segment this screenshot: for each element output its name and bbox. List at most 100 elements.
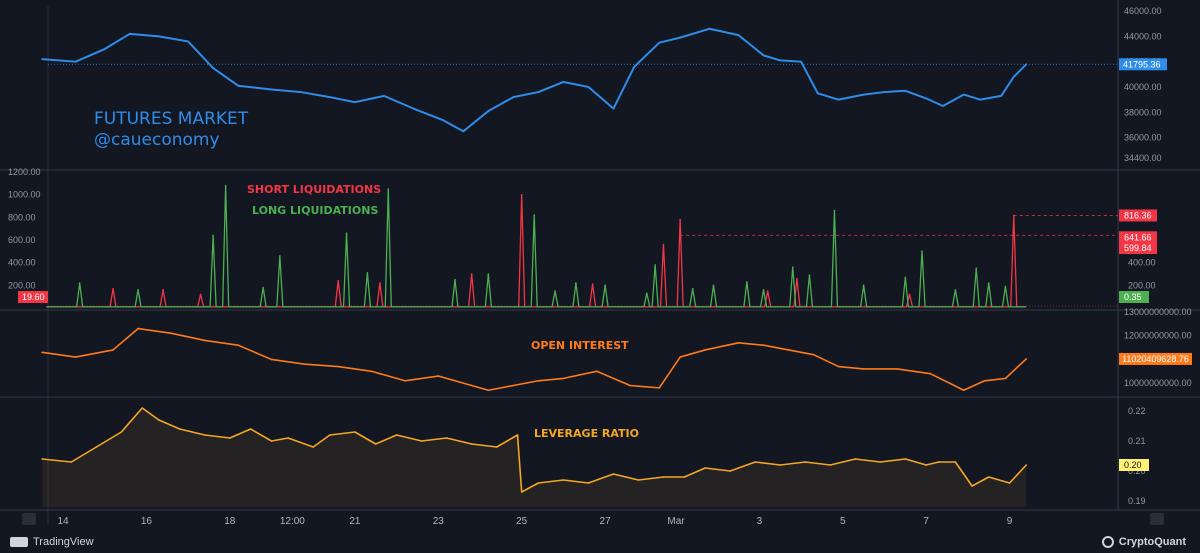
lev-point (971, 485, 973, 487)
liq-spike-1 (279, 255, 281, 257)
oi-point (304, 363, 306, 365)
liq-left-y-tick-4: 400.00 (8, 258, 36, 268)
x-tick-label-0: 14 (57, 516, 69, 527)
lev-point (1008, 482, 1011, 484)
oi-y-tick-0: 13000000000.00 (1124, 307, 1192, 317)
lev-point (141, 407, 144, 409)
liq-spike-1 (954, 289, 957, 291)
legend-short-liquidations: SHORT LIQUIDATIONS (247, 183, 381, 196)
price-point (299, 91, 302, 93)
footer-right: CryptoQuant (1101, 530, 1186, 553)
lev-point (729, 470, 731, 472)
lev-point (249, 428, 252, 430)
oi-last-value-badge (1119, 352, 1192, 365)
cryptoquant-logo-icon (1101, 535, 1114, 548)
liq-spike-1 (575, 282, 577, 284)
oi-point (512, 384, 515, 387)
oi-point (737, 342, 740, 344)
oi-point (112, 349, 114, 351)
liq-spike-1 (862, 284, 865, 287)
price-point (925, 97, 928, 100)
liq-spike-1 (791, 266, 794, 269)
lev-point (329, 434, 331, 436)
lev-point (637, 479, 640, 481)
lev-point (829, 464, 832, 466)
x-tick-label-2: 18 (224, 516, 236, 527)
chart-axes: 14 16 18 12:00 21 23 25 27 Mar 3 5 7 9 46000.00 44000.… (8, 6, 1192, 527)
long-last-label: 0.35 (1124, 292, 1142, 302)
oi-point (1025, 358, 1028, 360)
oi-y-tick-3: 10000000000.00 (1124, 378, 1192, 388)
liq-spike-0 (199, 293, 202, 296)
price-point (800, 60, 802, 63)
lev-point (925, 464, 927, 466)
liq-spike-1 (654, 264, 656, 266)
liq-right-y-tick-1: 200.00 (1128, 280, 1156, 290)
price-point (1012, 75, 1015, 78)
lev-point (95, 446, 98, 448)
footer-left: TradingView (10, 530, 94, 553)
lev-point (587, 482, 590, 484)
price-point (708, 27, 711, 30)
liq-spike-0 (1012, 214, 1015, 217)
price-point (487, 110, 490, 112)
oi-point (462, 382, 465, 384)
cryptoquant-brand: CryptoQuant (1118, 535, 1186, 548)
price-point (941, 105, 944, 107)
price-point (41, 58, 44, 61)
price-series-line (42, 27, 1027, 133)
price-point (837, 98, 840, 101)
liq-series-0 (46, 194, 1027, 308)
price-point (383, 94, 385, 97)
tradingview-brand: TradingView (33, 535, 94, 548)
price-point (158, 35, 160, 38)
oi-point (137, 327, 139, 330)
price-point (979, 98, 982, 101)
x-tick-label-11: 7 (923, 516, 929, 527)
lev-point (495, 446, 498, 448)
oi-point (983, 379, 986, 382)
liq-spike-0 (766, 290, 769, 292)
price-point (412, 107, 415, 110)
liq-badge-1 (1119, 231, 1157, 244)
price-point (612, 107, 615, 110)
x-tick-label-1: 16 (141, 516, 153, 527)
liq-badge-label-1: 641.66 (1124, 232, 1152, 242)
price-y-tick-1: 44000.00 (1124, 31, 1162, 41)
liq-spike-1 (833, 209, 836, 212)
chart-marks (41, 27, 1118, 507)
liq-spike-1 (454, 278, 456, 281)
lev-point (445, 437, 448, 439)
price-point (904, 89, 907, 92)
oi-point (679, 356, 681, 358)
price-point (679, 36, 682, 39)
lev-point (662, 476, 665, 478)
x-tick-label-8: Mar (667, 516, 685, 527)
liq-spike-1 (387, 188, 390, 190)
liq-spike-0 (679, 218, 681, 221)
price-point (883, 91, 886, 93)
lev-point (562, 479, 565, 481)
x-tick-label-9: 3 (757, 516, 763, 527)
oi-point (270, 358, 273, 361)
liq-badge-label-2: 599.84 (1124, 243, 1152, 253)
oi-point (41, 351, 43, 354)
lev-y-tick-1: 0.21 (1128, 436, 1146, 446)
liq-spike-1 (604, 284, 606, 287)
liq-spike-0 (908, 293, 911, 296)
lev-point (987, 476, 990, 478)
price-point (74, 60, 77, 63)
price-last-value-badge (1119, 58, 1167, 71)
oi-point (170, 332, 173, 335)
panel-separators (0, 0, 1200, 525)
price-point (762, 54, 765, 57)
oi-point (203, 339, 206, 342)
oi-point (337, 365, 340, 368)
oi-point (437, 375, 440, 377)
oi-point (487, 389, 490, 392)
liq-left-y-tick-5: 200.00 (8, 280, 36, 290)
oi-point (787, 349, 790, 351)
oi-point (837, 365, 840, 368)
